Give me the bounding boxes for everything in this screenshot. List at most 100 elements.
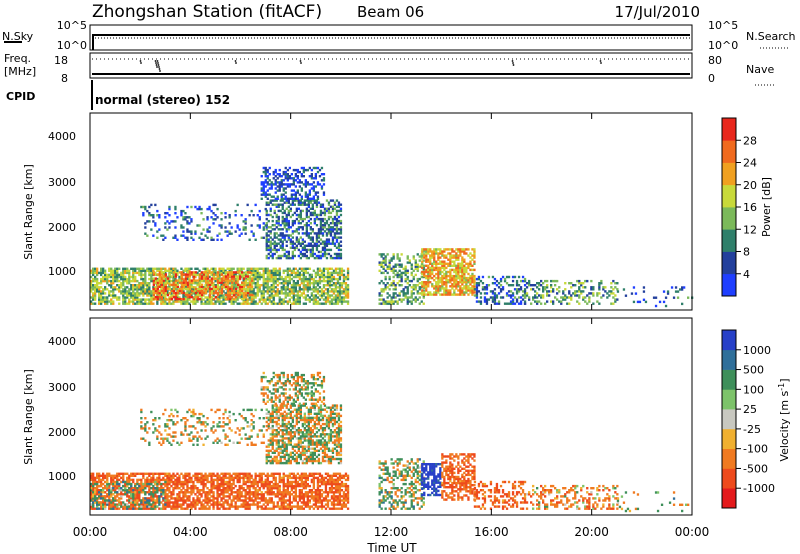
power-cell-249	[128, 271, 131, 275]
velocity-cell-312	[136, 480, 139, 484]
power-cell-2219	[285, 219, 288, 223]
power-cell-3261	[408, 259, 411, 262]
power-cell-567	[176, 282, 179, 285]
power-cell-3288	[414, 288, 417, 291]
power-cell-919	[232, 284, 235, 287]
power-cell-1235	[278, 290, 281, 293]
power-cell-1956	[227, 291, 230, 295]
power-cell-2754	[286, 179, 289, 182]
power-cell-2803	[300, 195, 303, 198]
power-cell-2986	[200, 207, 203, 211]
power-cell-521	[170, 296, 173, 299]
power-cell-777	[210, 273, 213, 277]
power-cell-1767	[174, 279, 178, 282]
power-cell-2273	[293, 254, 296, 258]
power-cell-1793	[182, 297, 186, 301]
power-cell-365	[146, 290, 149, 293]
velocity-cell-652	[188, 487, 191, 490]
power-cell-2177	[281, 248, 284, 252]
power-cell-2128	[273, 224, 276, 227]
power-cell-1565	[330, 275, 334, 279]
power-cell-860	[222, 267, 225, 270]
power-cell-2171	[279, 228, 282, 231]
velocity-cell-80	[100, 484, 103, 488]
power-cell-2451	[315, 205, 319, 208]
power-cell-2395	[309, 236, 312, 239]
power-cell-341	[142, 282, 145, 285]
power-cell-2578	[331, 205, 335, 208]
power-cell-2228	[287, 252, 290, 256]
power-cell-2684	[266, 168, 269, 172]
velocity-cell-615	[182, 480, 185, 484]
power-cell-3491	[439, 285, 442, 288]
power-cell-722	[202, 286, 205, 289]
power-cell-749	[206, 279, 209, 283]
power-cell-1068	[254, 296, 257, 299]
power-cell-4061	[584, 296, 587, 299]
power-cell-3180	[394, 288, 397, 291]
power-cell-2862	[316, 181, 320, 184]
power-cell-1491	[320, 302, 324, 305]
power-cell-1019	[248, 302, 251, 305]
power-cell-4020	[564, 282, 567, 285]
power-cell-1522	[324, 284, 328, 287]
power-cell-2654	[260, 181, 263, 184]
power-cell-898	[230, 300, 233, 303]
power-cell-1487	[318, 275, 322, 279]
power-cell-1464	[314, 273, 317, 277]
power-cell-3581	[449, 260, 452, 263]
velocity-cell-147	[110, 476, 113, 480]
power-cell-148	[112, 275, 115, 279]
power-cell-2808	[300, 173, 303, 176]
velocity-cell-445	[156, 478, 159, 482]
power-cell-1720	[160, 281, 163, 284]
power-cell-3795	[477, 300, 481, 303]
power-cell-1476	[316, 271, 320, 275]
velocity-cell-43	[94, 478, 97, 482]
velocity-cell-399	[150, 499, 153, 502]
power-cell-2290	[295, 217, 298, 221]
power-cell-2089	[267, 201, 270, 204]
power-cell-3233	[404, 279, 407, 283]
power-cell-1331	[294, 302, 297, 305]
power-cell-2806	[300, 181, 303, 184]
power-cell-1627	[340, 298, 344, 301]
power-cell-2716	[276, 173, 279, 176]
velocity-cell-590	[178, 478, 181, 482]
power-cell-1680	[152, 283, 155, 286]
power-cell-536	[172, 286, 175, 289]
power-cell-29	[94, 294, 97, 297]
power-cell-1455	[314, 298, 317, 301]
power-cell-3766	[473, 291, 476, 294]
power-cell-421	[154, 273, 157, 277]
power-cell-1277	[286, 302, 289, 305]
power-cell-4095	[604, 290, 607, 293]
power-cell-2770	[290, 177, 293, 180]
power-cell-33	[94, 286, 97, 289]
power-cell-1135	[264, 298, 267, 301]
power-cell-2365	[305, 222, 308, 225]
power-cell-4094	[602, 286, 605, 289]
power-cell-92	[104, 298, 107, 301]
power-cell-3063	[252, 232, 255, 235]
velocity-cell-553	[174, 507, 177, 510]
power-cell-2247	[289, 240, 292, 243]
power-cell-2386	[307, 201, 310, 204]
velocity-cell-105	[104, 484, 107, 488]
power-cell-3033	[228, 216, 231, 219]
power-cell-1046	[250, 273, 253, 277]
velocity-cell-325	[138, 482, 141, 486]
velocity-cell-300	[134, 474, 137, 477]
velocity-cell-439	[156, 499, 159, 502]
power-cell-380	[148, 284, 151, 287]
power-cell-3044	[238, 228, 241, 231]
velocity-cell-308	[136, 493, 139, 496]
power-cell-1288	[286, 271, 289, 275]
power-cell-267	[132, 290, 135, 293]
power-cell-845	[220, 269, 223, 272]
power-cell-2647	[339, 207, 343, 210]
power-cell-1174	[270, 302, 273, 305]
power-cell-2966	[188, 216, 191, 219]
power-cell-793	[212, 269, 215, 272]
power-cell-2638	[339, 236, 343, 239]
